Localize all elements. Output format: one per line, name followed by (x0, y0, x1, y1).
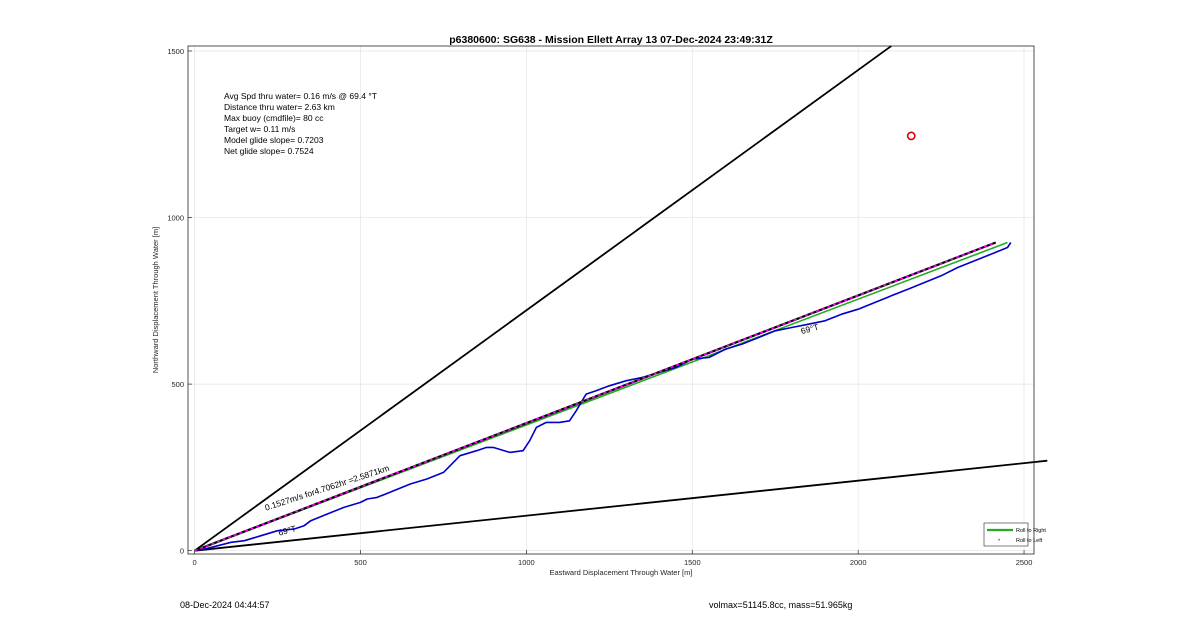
x-tick-label: 1500 (684, 558, 701, 567)
y-axis-label: Northward Displacement Through Water [m] (151, 227, 160, 373)
x-tick-label: 500 (354, 558, 367, 567)
series-layer (194, 45, 1048, 552)
footer-timestamp: 08-Dec-2024 04:44:57 (180, 600, 270, 610)
x-tick-label: 2500 (1016, 558, 1033, 567)
x-tick-label: 1000 (518, 558, 535, 567)
y-tick-label: 0 (180, 547, 184, 556)
plot-area-background (188, 46, 1034, 554)
legend-box (983, 522, 1029, 547)
marker-layer (906, 131, 916, 141)
legend: Roll to Right • Roll to Left (983, 522, 1046, 547)
x-tick-label: 0 (193, 558, 197, 567)
y-tick-label: 500 (171, 380, 184, 389)
series-roll-to-left (194, 241, 997, 552)
grid-layer (188, 46, 1034, 554)
x-tick-label: 2000 (850, 558, 867, 567)
chart-title: p6380600: SG638 - Mission Ellett Array 1… (449, 34, 773, 46)
stats-line: Target w= 0.11 m/s (224, 124, 295, 134)
legend-entry-roll-right: Roll to Right (1016, 528, 1046, 534)
y-tick-label: 1500 (167, 47, 184, 56)
chart-annotation: 69°T (800, 322, 820, 336)
x-axis-label: Eastward Displacement Through Water [m] (550, 568, 693, 577)
stats-block: Avg Spd thru water= 0.16 m/s @ 69.4 °T D… (224, 91, 377, 156)
stats-line: Distance thru water= 2.63 km (224, 102, 335, 112)
stats-line: Max buoy (cmdfile)= 80 cc (224, 113, 324, 123)
legend-swatch-roll-left: • (998, 538, 1000, 544)
series-line-1 (194, 242, 1012, 552)
legend-entry-roll-left: Roll to Left (1016, 538, 1043, 544)
chart-annotation: 69°T (277, 523, 297, 537)
tick-layer: 0 500 1000 1500 2000 2500 0 500 1000 1500 (167, 47, 1032, 567)
plot-frame (187, 45, 1035, 555)
series-line-3 (194, 45, 892, 552)
stats-line: Avg Spd thru water= 0.16 m/s @ 69.4 °T (224, 91, 377, 101)
y-tick-label: 1000 (167, 214, 184, 223)
stats-line: Model glide slope= 0.7203 (224, 135, 324, 145)
series-line-4 (194, 459, 1048, 552)
current-position-marker (906, 131, 916, 141)
stats-line: Net glide slope= 0.7524 (224, 146, 314, 156)
footer-volmax-mass: volmax=51145.8cc, mass=51.965kg (709, 600, 853, 610)
